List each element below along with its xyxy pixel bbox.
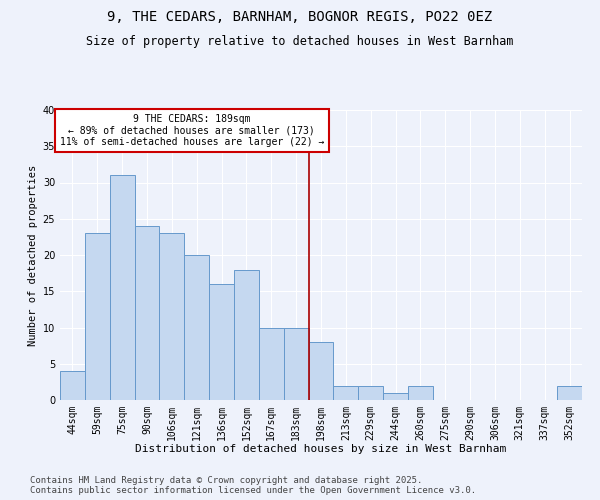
Bar bbox=[358, 386, 383, 400]
Bar bbox=[557, 386, 582, 400]
Bar bbox=[160, 233, 184, 400]
Bar bbox=[184, 255, 209, 400]
Y-axis label: Number of detached properties: Number of detached properties bbox=[28, 164, 38, 346]
Text: Size of property relative to detached houses in West Barnham: Size of property relative to detached ho… bbox=[86, 35, 514, 48]
Bar bbox=[110, 176, 134, 400]
Text: Contains HM Land Registry data © Crown copyright and database right 2025.
Contai: Contains HM Land Registry data © Crown c… bbox=[30, 476, 476, 495]
Bar bbox=[134, 226, 160, 400]
Bar bbox=[408, 386, 433, 400]
Text: 9 THE CEDARS: 189sqm
← 89% of detached houses are smaller (173)
11% of semi-deta: 9 THE CEDARS: 189sqm ← 89% of detached h… bbox=[59, 114, 324, 147]
Text: 9, THE CEDARS, BARNHAM, BOGNOR REGIS, PO22 0EZ: 9, THE CEDARS, BARNHAM, BOGNOR REGIS, PO… bbox=[107, 10, 493, 24]
Bar bbox=[259, 328, 284, 400]
Bar bbox=[383, 393, 408, 400]
Bar bbox=[308, 342, 334, 400]
Bar bbox=[209, 284, 234, 400]
Bar bbox=[234, 270, 259, 400]
Bar bbox=[284, 328, 308, 400]
Bar bbox=[334, 386, 358, 400]
X-axis label: Distribution of detached houses by size in West Barnham: Distribution of detached houses by size … bbox=[136, 444, 506, 454]
Bar bbox=[85, 233, 110, 400]
Bar bbox=[60, 371, 85, 400]
